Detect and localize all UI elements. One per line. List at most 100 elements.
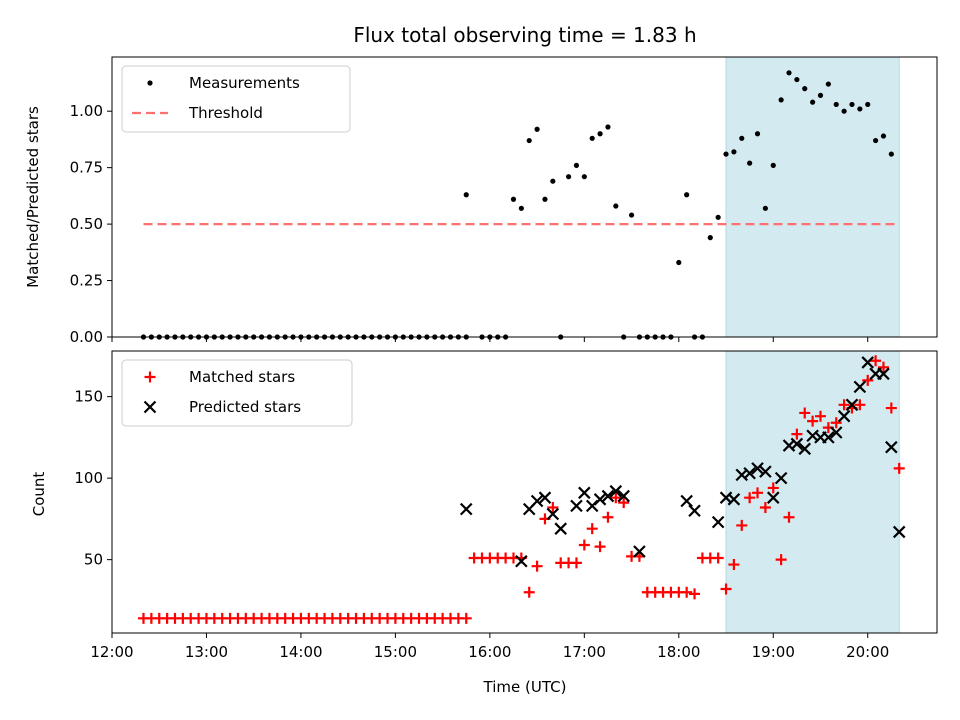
matched-stars-point-57 [586, 523, 598, 535]
predicted-stars-point-32 [829, 426, 843, 439]
x-tick-label-1: 13:00 [185, 643, 228, 661]
measurements-point-53 [565, 174, 572, 180]
measurements-point-77 [754, 131, 761, 137]
predicted-stars-point-22 [751, 462, 764, 475]
predicted-stars-point-21 [743, 466, 756, 480]
bottom-y-axis-label: Count [30, 472, 48, 517]
predicted-stars-point-1 [515, 554, 528, 568]
measurements-point-87 [833, 101, 839, 108]
measurements-point-49 [534, 126, 540, 132]
predicted-stars-point-4 [538, 491, 552, 504]
measurements-point-48 [526, 137, 532, 144]
top-y-axis-label: Matched/Predicted stars [24, 106, 42, 288]
matched-stars-point-77 [744, 492, 756, 504]
measurements-point-79 [770, 162, 776, 168]
legend-threshold-label: Threshold [188, 104, 263, 122]
y-tick-label-1: 0.25 [70, 272, 103, 290]
y-tick-label-2: 0.50 [70, 215, 103, 233]
predicted-stars-point-15 [680, 494, 693, 508]
predicted-stars-point-38 [877, 367, 890, 381]
legend-matched-stars-point-swatch [144, 371, 156, 383]
matched-stars-point-95 [885, 402, 897, 414]
y-tick-label-4: 1.00 [70, 102, 103, 120]
measurements-point-92 [872, 137, 879, 144]
matched-stars-point-61 [618, 497, 630, 509]
measurements-point-80 [778, 97, 784, 103]
matched-stars-point-89 [838, 399, 850, 411]
x-tick-label-7: 19:00 [752, 643, 795, 661]
measurements-point-74 [731, 149, 737, 155]
x-tick-label-6: 18:00 [657, 643, 700, 661]
matched-stars-point-60 [610, 492, 622, 504]
x-tick-label-2: 14:00 [279, 643, 322, 661]
measurements-point-83 [802, 86, 808, 92]
predicted-stars-point-40 [892, 525, 906, 539]
predicted-stars-point-6 [554, 522, 567, 535]
measurements-point-68 [684, 192, 690, 198]
measurements-point-94 [888, 151, 894, 157]
measurements-point-91 [865, 101, 871, 108]
matched-stars-point-82 [783, 511, 795, 523]
predicted-stars-point-27 [790, 437, 804, 451]
matched-stars-point-96 [893, 462, 905, 474]
measurements-point-59 [613, 203, 619, 209]
measurements-point-84 [810, 99, 816, 105]
matched-stars-point-73 [712, 552, 724, 564]
matched-stars-point-56 [578, 539, 590, 551]
matched-stars-point-79 [759, 501, 771, 513]
predicted-stars-point-31 [822, 431, 835, 444]
matched-stars-point-91 [854, 399, 866, 411]
measurements-point-56 [589, 135, 595, 141]
matched-stars-point-55 [570, 557, 582, 569]
legend-measurements-label: Measurements [189, 74, 300, 92]
predicted-stars-point-13 [617, 489, 630, 503]
measurements-point-86 [825, 81, 831, 87]
matched-stars-point-41 [460, 612, 472, 624]
measurements-point-54 [573, 162, 580, 168]
measurements-point-67 [676, 259, 682, 266]
predicted-stars-point-39 [885, 440, 898, 454]
x-tick-label-4: 16:00 [468, 643, 511, 661]
matched-stars-point-92 [862, 374, 874, 386]
x-tick-label-3: 15:00 [374, 643, 417, 661]
matched-stars-point-49 [523, 586, 535, 598]
measurements-point-61 [628, 212, 635, 218]
predicted-stars-series [459, 356, 906, 568]
legend-predicted-stars-label: Predicted stars [189, 398, 301, 416]
matched-stars-point-80 [767, 482, 779, 494]
measurements-point-47 [518, 205, 524, 211]
matched-stars-point-86 [814, 410, 826, 422]
x-axis-label: Time (UTC) [483, 678, 567, 696]
plot-frame [111, 56, 938, 338]
matched-stars-point-74 [720, 583, 732, 595]
measurements-point-50 [542, 196, 548, 202]
legend-box [121, 359, 353, 427]
predicted-stars-point-36 [861, 356, 875, 369]
y-tick-label-3: 0.75 [70, 159, 103, 177]
shaded-span [725, 56, 900, 338]
predicted-stars-point-19 [727, 493, 741, 506]
measurements-point-82 [794, 76, 800, 83]
matched-stars-point-58 [594, 541, 606, 553]
measurements-point-51 [550, 178, 556, 184]
x-tick-label-8: 20:00 [846, 643, 889, 661]
measurements-series [140, 70, 894, 340]
bottom-panel: 50 100 150 12:00 13:00 14:00 15:00 16:00 17:00 18… [74, 350, 938, 661]
legend: Measurements Threshold [121, 65, 351, 133]
matched-stars-point-75 [728, 559, 740, 571]
matched-stars-point-83 [791, 428, 803, 440]
plot-frame [111, 350, 938, 634]
measurements-point-55 [581, 174, 587, 180]
y-tick-label-0: 50 [84, 551, 103, 569]
matched-stars-point-59 [602, 511, 614, 523]
y-tick-label-0: 0.00 [70, 328, 103, 346]
predicted-stars-point-5 [546, 507, 560, 521]
matched-stars-point-50 [531, 560, 543, 572]
measurements-point-46 [510, 196, 517, 202]
matched-stars-point-94 [877, 361, 889, 373]
predicted-stars-point-10 [593, 493, 607, 506]
matched-stars-point-88 [830, 417, 842, 429]
predicted-stars-point-28 [798, 442, 812, 456]
predicted-stars-point-7 [570, 499, 583, 513]
